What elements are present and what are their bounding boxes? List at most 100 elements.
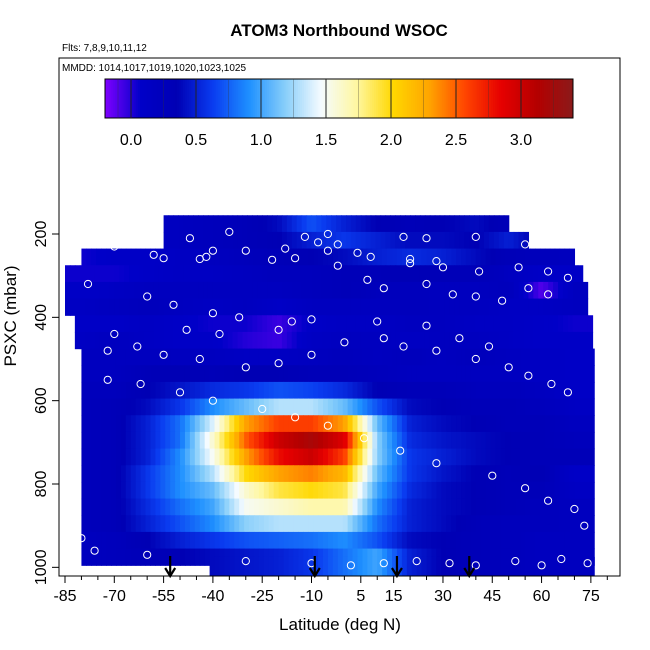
colorbar-swatch xyxy=(401,79,404,118)
heatmap-cell xyxy=(584,448,590,466)
heatmap-cell xyxy=(153,281,160,300)
heatmap-cell xyxy=(160,398,166,416)
heatmap-cell xyxy=(148,315,155,333)
heatmap-cell xyxy=(222,298,229,316)
heatmap-cell xyxy=(163,281,170,300)
heatmap-cell xyxy=(252,281,258,300)
heatmap-cell xyxy=(263,365,270,383)
heatmap-cell xyxy=(446,381,452,400)
heatmap-cell xyxy=(475,398,482,416)
heatmap-cell xyxy=(401,448,408,466)
heatmap-cell xyxy=(548,298,554,316)
heatmap-cell xyxy=(401,531,408,550)
heatmap-cell xyxy=(436,481,442,500)
heatmap-cell xyxy=(495,348,502,366)
heatmap-cell xyxy=(173,215,179,233)
heatmap-cell xyxy=(125,398,132,416)
colorbar-swatch xyxy=(120,79,124,118)
heatmap-cell xyxy=(337,398,344,416)
heatmap-cell xyxy=(194,348,201,366)
heatmap-cell xyxy=(347,531,354,550)
heatmap-cell xyxy=(120,248,127,266)
heatmap-cell xyxy=(446,515,452,533)
heatmap-cell xyxy=(475,248,482,266)
heatmap-cell xyxy=(484,231,490,250)
heatmap-cell xyxy=(281,315,288,333)
heatmap-cell xyxy=(543,315,549,333)
heatmap-cell xyxy=(327,481,334,500)
heatmap-cell xyxy=(510,431,516,450)
heatmap-cell xyxy=(405,231,411,250)
heatmap-cell xyxy=(480,556,487,576)
heatmap-cell xyxy=(415,231,421,250)
heatmap-cell xyxy=(503,281,510,300)
heatmap-cell xyxy=(96,515,102,533)
heatmap-cell xyxy=(308,531,314,550)
heatmap-cell xyxy=(465,515,472,533)
heatmap-cell xyxy=(203,315,209,333)
heatmap-cell xyxy=(441,248,447,266)
heatmap-cell xyxy=(91,531,97,550)
heatmap-cell xyxy=(584,465,590,483)
heatmap-cell xyxy=(222,315,229,333)
heatmap-cell xyxy=(567,281,574,300)
heatmap-cell xyxy=(145,365,152,383)
heatmap-cell xyxy=(276,331,283,350)
heatmap-cell xyxy=(534,515,541,533)
heatmap-cell xyxy=(209,515,216,533)
heatmap-cell xyxy=(355,265,362,283)
heatmap-cell xyxy=(488,281,495,300)
heatmap-cell xyxy=(120,381,127,400)
heatmap-cell xyxy=(474,265,480,283)
heatmap-cell xyxy=(444,315,451,333)
colorbar-swatch xyxy=(225,79,229,118)
heatmap-cell xyxy=(234,431,240,450)
colorbar-swatch xyxy=(446,79,449,118)
heatmap-cell xyxy=(286,281,293,300)
colorbar-swatch xyxy=(424,79,428,118)
heatmap-cell xyxy=(520,415,526,433)
heatmap-cell xyxy=(180,515,186,533)
heatmap-cell xyxy=(244,531,250,550)
heatmap-cell xyxy=(331,281,337,300)
heatmap-cell xyxy=(461,248,467,266)
heatmap-cell xyxy=(106,448,112,466)
heatmap-cell xyxy=(140,415,147,433)
heatmap-cell xyxy=(385,265,391,283)
heatmap-cell xyxy=(337,515,344,533)
colorbar-swatch xyxy=(534,79,537,118)
heatmap-cell xyxy=(357,365,364,383)
heatmap-cell xyxy=(198,281,204,300)
heatmap-cell xyxy=(470,381,477,400)
heatmap-cell xyxy=(194,398,201,416)
sample-point xyxy=(544,496,553,505)
heatmap-cell xyxy=(150,348,156,366)
heatmap-cell xyxy=(263,448,270,466)
colorbar-swatch xyxy=(454,79,457,118)
heatmap-cell xyxy=(101,248,107,266)
heatmap-cell xyxy=(298,465,304,483)
colorbar-swatch xyxy=(495,79,498,118)
heatmap-cell xyxy=(153,331,160,350)
heatmap-cell xyxy=(357,531,364,550)
heatmap-cell xyxy=(175,398,181,416)
colorbar-swatch xyxy=(270,79,274,118)
heatmap-cell xyxy=(184,515,191,533)
heatmap-cell xyxy=(572,281,579,300)
heatmap-cell xyxy=(268,498,275,516)
colorbar-frame xyxy=(104,78,574,119)
heatmap-cell xyxy=(124,315,130,333)
heatmap-cell xyxy=(341,231,347,250)
heatmap-cell xyxy=(258,465,265,483)
heatmap-cell xyxy=(293,365,299,383)
heatmap-cell xyxy=(352,531,359,550)
colorbar-swatch xyxy=(264,79,268,118)
heatmap-cell xyxy=(180,498,186,516)
heatmap-cell xyxy=(272,215,278,233)
heatmap-cell xyxy=(431,348,437,366)
heatmap-cell xyxy=(232,315,239,333)
colorbar-swatch xyxy=(432,79,436,118)
heatmap-cell xyxy=(485,415,492,433)
colorbar-swatch xyxy=(395,79,398,118)
heatmap-cell xyxy=(431,465,437,483)
